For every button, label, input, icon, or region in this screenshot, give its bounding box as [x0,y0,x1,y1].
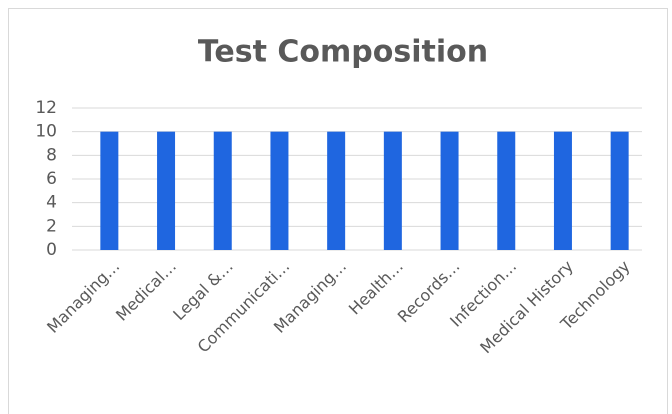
bar [213,131,232,250]
bar [553,131,572,250]
y-tick-label: 0 [46,240,57,260]
y-tick-label: 2 [46,216,57,236]
y-tick-label: 4 [46,193,57,213]
bar [157,131,176,250]
bar [100,131,119,250]
y-tick-label: 8 [46,145,57,165]
chart-title: Test Composition [198,35,488,70]
bar [270,131,289,250]
bar [327,131,346,250]
bar [440,131,459,250]
y-tick-label: 10 [35,122,57,142]
bar [497,131,516,250]
bar [383,131,402,250]
y-tick-label: 6 [46,169,57,189]
bar [610,131,629,250]
y-tick-label: 12 [35,98,57,118]
